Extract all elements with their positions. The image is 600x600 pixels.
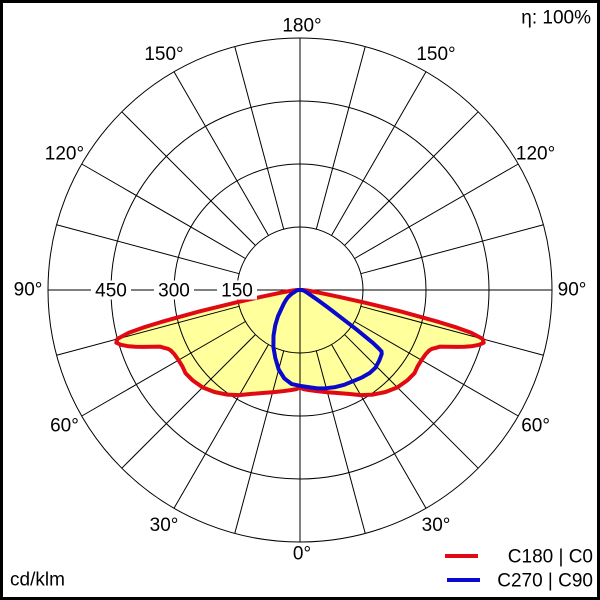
angle-label-150-right: 150°: [416, 44, 455, 65]
distribution-curves: [114, 288, 486, 398]
grid-spoke-255deg: [56, 224, 240, 275]
grid-spoke-45deg: [344, 334, 479, 469]
legend-label-c180-c0: C180 | C0: [508, 547, 593, 568]
grid-spoke-120deg: [354, 163, 519, 259]
grid-spoke-105deg: [360, 224, 544, 275]
grid-spoke-240deg: [81, 163, 246, 259]
radial-label-300: 300: [158, 281, 190, 302]
radial-label-450: 450: [95, 281, 127, 302]
angle-label-180: 180°: [282, 16, 321, 37]
angle-label-60-right: 60°: [521, 416, 550, 437]
angle-label-60-left: 60°: [50, 416, 79, 437]
angle-label-90-left: 90°: [14, 280, 43, 301]
radial-label-bg-450: [91, 280, 131, 300]
grid-spoke-135deg: [344, 111, 479, 246]
angle-label-120-right: 120°: [516, 144, 555, 165]
grid-spoke-15deg: [315, 350, 366, 534]
efficiency-label: η: 100%: [521, 8, 591, 29]
unit-label: cd/klm: [10, 570, 65, 591]
radial-label-bg-300: [154, 280, 194, 300]
angle-label-0: 0°: [293, 544, 311, 565]
angle-label-30-left: 30°: [150, 515, 179, 536]
angle-label-120-left: 120°: [45, 144, 84, 165]
grid-spoke-345deg: [234, 350, 285, 534]
grid-spoke-60deg: [354, 321, 519, 417]
radial-scale-labels: 150 300 450: [91, 280, 257, 302]
grid-spoke-285deg: [56, 305, 240, 356]
angle-label-30-right: 30°: [422, 515, 451, 536]
grid-spoke-225deg: [121, 111, 256, 246]
legend: C180 | C0 C270 | C90: [445, 547, 593, 592]
grid-spoke-30deg: [331, 344, 427, 509]
legend-label-c270-c90: C270 | C90: [497, 571, 593, 592]
grid-spoke-315deg: [121, 334, 256, 469]
angle-labels: 0° 30° 30° 60° 60° 90° 90° 120° 120° 150° 150° 180°: [14, 16, 587, 565]
grid-spoke-195deg: [234, 46, 285, 230]
grid-spoke-165deg: [315, 46, 366, 230]
angle-label-90-right: 90°: [558, 280, 587, 301]
angle-label-150-left: 150°: [144, 44, 183, 65]
grid-spoke-300deg: [81, 321, 246, 417]
grid-spoke-150deg: [331, 71, 427, 236]
radial-label-150: 150: [221, 281, 253, 302]
grid-spoke-330deg: [173, 344, 269, 509]
grid-spoke-210deg: [173, 71, 269, 236]
radial-label-bg-150: [217, 280, 257, 300]
curve-c270-c90: [271, 288, 384, 391]
grid-spoke-75deg: [360, 305, 544, 356]
